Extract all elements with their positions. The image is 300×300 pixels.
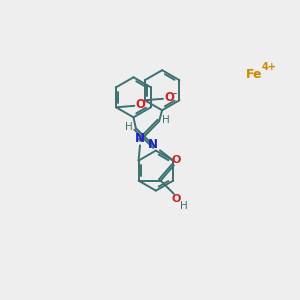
Text: -: - [144,94,148,107]
Text: H: H [125,122,133,132]
Text: O: O [171,155,181,165]
Text: N: N [148,139,158,152]
Text: -: - [172,87,177,100]
Text: O: O [171,194,181,204]
Text: O: O [135,98,145,111]
Text: 4+: 4+ [262,62,277,72]
Text: H: H [162,115,170,125]
Text: H: H [180,201,188,211]
Text: N: N [135,132,145,145]
Text: Fe: Fe [246,68,263,81]
Text: O: O [164,92,174,104]
